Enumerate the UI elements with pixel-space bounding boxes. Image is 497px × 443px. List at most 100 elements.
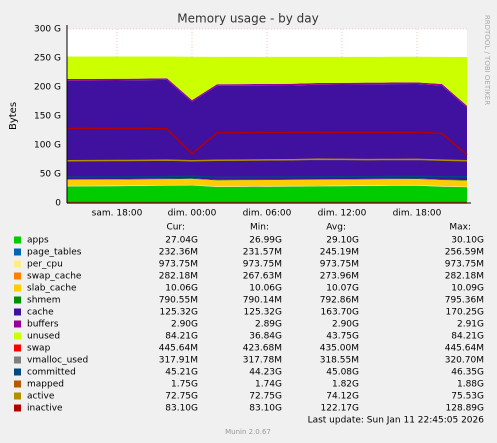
legend-label: cache [27, 308, 54, 318]
legend-swatch [14, 308, 21, 316]
legend-stat: 125.32G [160, 308, 198, 318]
legend-stat: 84.21G [451, 332, 484, 342]
legend-stat: 320.70M [445, 356, 484, 366]
area [67, 78, 467, 108]
legend-label: swap [27, 344, 51, 354]
legend-stat: 445.64M [159, 344, 198, 354]
legend-stat: 973.75M [445, 260, 484, 270]
legend-swatch [14, 368, 21, 376]
legend-swatch [14, 296, 21, 304]
legend-stat: 46.35G [451, 368, 484, 378]
legend-stat: 75.53G [451, 392, 484, 402]
legend-label: apps [27, 236, 49, 246]
area [67, 178, 467, 181]
line [66, 127, 468, 156]
x-tick-label: dim. 06:00 [243, 209, 292, 219]
legend-label: buffers [27, 320, 59, 330]
x-tick-label: dim. 12:00 [318, 209, 367, 219]
legend-stat: 30.10G [451, 236, 484, 246]
legend-stat: 45.08G [326, 368, 359, 378]
legend-stat: 72.75G [249, 392, 282, 402]
legend-column-header: Max: [449, 223, 471, 233]
y-tick-label: 250 G [34, 54, 61, 64]
legend-stat: 282.18M [159, 272, 198, 282]
legend-stat: 973.75M [320, 260, 359, 270]
legend-swatch [14, 248, 21, 256]
y-tick-label: 300 G [34, 25, 61, 35]
legend-stat: 74.12G [326, 392, 359, 402]
line [66, 175, 468, 179]
legend-label: inactive [27, 404, 63, 414]
legend-label: active [27, 392, 55, 402]
legend-swatch [14, 356, 21, 364]
legend-stat: 423.68M [243, 344, 282, 354]
legend-stat: 83.10G [165, 404, 198, 414]
x-tick-label: sam. 18:00 [92, 209, 143, 219]
legend-label: shmem [27, 296, 60, 306]
legend: Cur: Min: Avg: Max: apps 27.04G 26.99G 29.10G 30… [14, 223, 484, 414]
legend-swatch [14, 260, 21, 268]
legend-stat: 26.99G [249, 236, 282, 246]
x-tick-label: dim. 00:00 [168, 209, 217, 219]
legend-column-header: Cur: [166, 223, 185, 233]
footer: Munin 2.0.67 [225, 428, 271, 436]
legend-stat: 317.78M [243, 356, 282, 366]
area [67, 185, 467, 203]
legend-stat: 1.74G [255, 380, 282, 390]
legend-stat: 435.00M [320, 344, 359, 354]
legend-stat: 282.18M [445, 272, 484, 282]
plot: 0 50 G 100 G 150 G 200 G 250 G 300 G sam. 18:00… [34, 25, 471, 219]
legend-stat: 72.75G [165, 392, 198, 402]
legend-stat: 273.96M [320, 272, 359, 282]
legend-swatch [14, 380, 21, 388]
legend-stat: 318.55M [320, 356, 359, 366]
legend-stat: 790.55M [159, 296, 198, 306]
legend-stat: 45.21G [165, 368, 198, 378]
legend-swatch [14, 392, 21, 400]
y-tick-label: 150 G [34, 112, 61, 122]
legend-stat: 128.89G [446, 404, 484, 414]
legend-stat: 973.75M [159, 260, 198, 270]
legend-label: committed [27, 368, 76, 378]
legend-column-header: Min: [250, 223, 269, 233]
legend-stat: 232.36M [159, 248, 198, 258]
legend-stat: 10.06G [249, 284, 282, 294]
legend-swatch [14, 404, 21, 412]
legend-stat: 792.86M [320, 296, 359, 306]
legend-stat: 125.32G [244, 308, 282, 318]
legend-swatch [14, 284, 21, 292]
area [67, 56, 467, 106]
legend-stat: 29.10G [326, 236, 359, 246]
legend-stat: 122.17G [321, 404, 359, 414]
legend-stat: 1.75G [171, 380, 198, 390]
legend-swatch [14, 320, 21, 328]
area [67, 184, 467, 188]
legend-stat: 790.14M [243, 296, 282, 306]
legend-stat: 245.19M [320, 248, 359, 258]
y-tick-label: 100 G [34, 141, 61, 151]
legend-stat: 10.07G [326, 284, 359, 294]
y-tick-label: 0 [55, 199, 61, 209]
legend-stat: 83.10G [249, 404, 282, 414]
area [67, 178, 467, 187]
legend-stat: 256.59M [445, 248, 484, 258]
legend-swatch [14, 236, 21, 244]
legend-stat: 36.84G [249, 332, 282, 342]
y-axis-label: Bytes [8, 102, 19, 130]
legend-stat: 163.70G [321, 308, 359, 318]
legend-stat: 795.36M [445, 296, 484, 306]
y-tick-label: 200 G [34, 83, 61, 93]
legend-stat: 2.89G [255, 320, 282, 330]
legend-label: vmalloc_used [27, 356, 88, 366]
legend-swatch [14, 344, 21, 352]
line [66, 158, 468, 162]
legend-swatch [14, 332, 21, 340]
legend-label: per_cpu [27, 260, 63, 270]
legend-stat: 10.06G [165, 284, 198, 294]
legend-label: swap_cache [27, 272, 82, 282]
legend-stat: 44.23G [249, 368, 282, 378]
legend-stat: 231.57M [243, 248, 282, 258]
legend-stat: 445.64M [445, 344, 484, 354]
legend-stat: 10.09G [451, 284, 484, 294]
